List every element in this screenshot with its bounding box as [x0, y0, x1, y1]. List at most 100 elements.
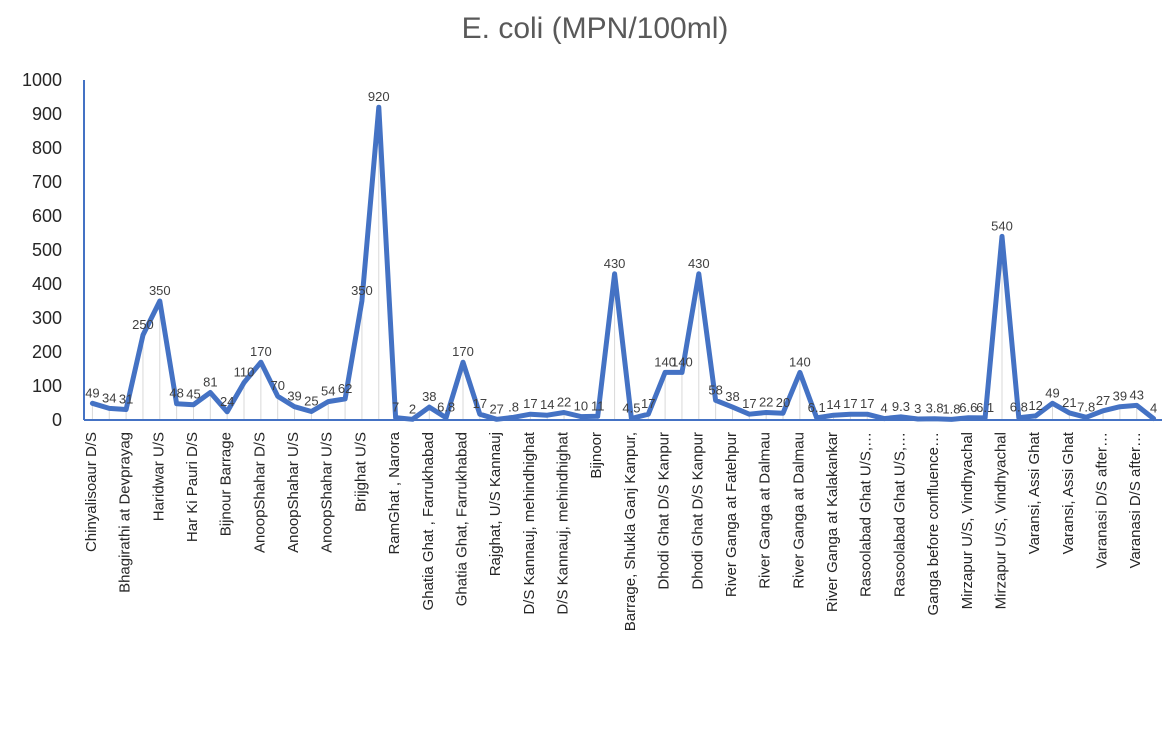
data-label: 17	[742, 396, 756, 411]
y-tick-label: 100	[32, 376, 62, 396]
data-label: 22	[557, 395, 571, 410]
data-label: 45	[186, 387, 200, 402]
data-label: 22	[759, 395, 773, 410]
data-label: 9.3	[892, 399, 910, 414]
data-label: 350	[149, 283, 171, 298]
x-tick-label: AnoopShahar U/S	[319, 432, 336, 553]
data-label: 6.1	[808, 400, 826, 415]
data-label: 38	[422, 389, 436, 404]
x-tick-label: Varansi, Assi Ghat	[1060, 431, 1077, 554]
y-tick-label: 400	[32, 274, 62, 294]
x-tick-label: Barrage, Shukla Ganj Kanpur,	[622, 432, 639, 631]
data-label: 7.8	[1077, 399, 1095, 414]
data-label: 39	[1113, 389, 1127, 404]
x-tick-label: Bijnour Barrage	[218, 432, 235, 536]
data-label: 17	[860, 396, 874, 411]
x-tick-label: Chinyalisoaur D/S	[83, 432, 100, 552]
data-label: 70	[270, 378, 284, 393]
x-tick-label: D/S Kannauj, mehindhighat	[555, 431, 572, 614]
x-tick-label: Haridwar U/S	[150, 432, 167, 521]
data-label: 25	[304, 394, 318, 409]
x-tick-label: River Ganga at Dalmau	[757, 432, 774, 589]
x-tick-labels: Chinyalisoaur D/S Bhagirathi at Devprayag…	[83, 431, 1144, 631]
drop-lines	[91, 107, 1155, 420]
data-label: 140	[671, 354, 693, 369]
data-label: 4.5	[622, 400, 640, 415]
x-tick-label: Bhagirathi at Devprayag	[117, 432, 134, 593]
y-tick-label: 300	[32, 308, 62, 328]
data-label: 6.6	[959, 400, 977, 415]
data-label: 20	[776, 395, 790, 410]
x-tick-label: AnoopShahar U/S	[285, 432, 302, 553]
x-tick-label: Mirzapur U/S, Vindhyachal	[993, 432, 1010, 609]
data-label: 1.8	[942, 401, 960, 416]
x-tick-label: Brijghat U/S	[352, 432, 369, 512]
data-label: 11	[591, 398, 605, 413]
data-label: 81	[203, 374, 217, 389]
data-label: 17	[523, 396, 537, 411]
x-tick-label: River Ganga at Kalakankar	[824, 432, 841, 612]
data-label: 920	[368, 89, 390, 104]
x-tick-label: Rasoolabad Ghat U/S,…	[891, 432, 908, 597]
data-label: 31	[119, 391, 133, 406]
x-tick-label: Bijnoor	[588, 432, 605, 479]
data-label: 48	[169, 386, 183, 401]
x-tick-label: Mirzapur U/S, Vindhyachal	[959, 432, 976, 609]
data-label: 17	[473, 396, 487, 411]
y-tick-label: 200	[32, 342, 62, 362]
data-label: 250	[132, 317, 154, 332]
data-label: 17	[641, 396, 655, 411]
data-label: 14	[540, 397, 554, 412]
data-label: 6.1	[976, 400, 994, 415]
y-tick-label: 800	[32, 138, 62, 158]
x-tick-label: Har Ki Pauri D/S	[184, 432, 201, 542]
data-label: 140	[789, 354, 811, 369]
data-label: 10	[574, 399, 588, 414]
data-label: 24	[220, 394, 234, 409]
data-label: 170	[452, 344, 474, 359]
data-label: 12	[1028, 398, 1042, 413]
x-tick-label: Rasoolabad Ghat U/S,…	[858, 432, 875, 597]
data-label: 54	[321, 384, 335, 399]
y-tick-label: 1000	[22, 70, 62, 90]
data-label: 540	[991, 218, 1013, 233]
data-label: 38	[725, 389, 739, 404]
data-label: 6.8	[1010, 400, 1028, 415]
data-label: 49	[1045, 385, 1059, 400]
data-label: 430	[604, 256, 626, 271]
data-label: 7	[392, 400, 399, 415]
data-label: 6.8	[437, 400, 455, 415]
x-tick-label: Dhodi Ghat D/S Kanpur	[656, 432, 673, 590]
data-label: 21	[1062, 395, 1076, 410]
x-tick-label: RamGhat , Narora	[386, 431, 403, 554]
data-label: 350	[351, 283, 373, 298]
x-tick-label: Dhodi Ghat D/S Kanpur	[689, 432, 706, 590]
x-tick-label: River Ganga at Fatehpur	[723, 432, 740, 597]
data-label: 14	[826, 397, 840, 412]
data-label: 4	[880, 401, 887, 416]
y-tick-label: 500	[32, 240, 62, 260]
x-tick-label: Varanasi D/S after…	[1127, 432, 1144, 568]
data-label: 27	[1096, 393, 1110, 408]
x-tick-label: River Ganga at Dalmau	[790, 432, 807, 589]
x-tick-label: Ganga before confluence…	[925, 432, 942, 615]
data-label: 39	[287, 389, 301, 404]
series-line	[89, 104, 1157, 422]
data-label: 3	[914, 401, 921, 416]
data-label: 4	[1150, 401, 1157, 416]
chart-title: E. coli (MPN/100ml)	[462, 12, 729, 45]
data-label: 43	[1130, 387, 1144, 402]
data-label: 170	[250, 344, 272, 359]
data-label: .8	[508, 399, 519, 414]
x-tick-label: D/S Kannauj, mehindhighat	[521, 431, 538, 614]
x-tick-label: Ghatia Ghat , Farrukhabad	[420, 432, 437, 610]
data-label: 58	[708, 382, 722, 397]
y-tick-label: 700	[32, 172, 62, 192]
y-tick-labels: 0 100 200 300 400 500 600 700 800 900 1000	[22, 70, 62, 430]
data-label: 49	[85, 385, 99, 400]
data-label: 110	[234, 365, 255, 380]
y-tick-label: 900	[32, 104, 62, 124]
x-tick-label: AnoopShahar D/S	[251, 432, 268, 553]
